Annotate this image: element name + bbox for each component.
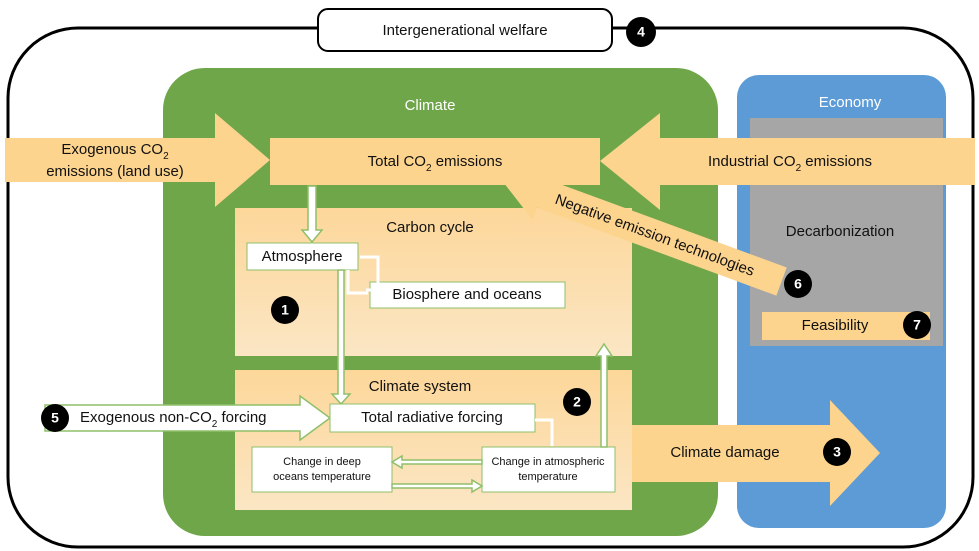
arrow: [44, 394, 332, 442]
node-label: Biosphere and oceans: [392, 286, 541, 303]
node-label: temperature: [518, 471, 577, 483]
node-label: Change in atmospheric: [491, 456, 605, 468]
node-label: oceans temperature: [273, 471, 371, 483]
svg-text:5: 5: [51, 410, 59, 426]
arrow: [600, 113, 975, 210]
node-label: Atmosphere: [262, 248, 343, 265]
node-label: Total CO2 emissions: [368, 153, 503, 174]
node-label: Industrial CO2 emissions: [708, 153, 872, 174]
node-box: [369, 281, 566, 309]
connector: [360, 255, 380, 292]
header-title: Intergenerational welfare: [382, 22, 547, 39]
arrow: [5, 113, 270, 207]
section-title: Carbon cycle: [386, 219, 474, 236]
section-title: Climate: [405, 97, 456, 114]
node-box: [481, 446, 616, 493]
arrow: [391, 478, 484, 494]
node-label: Change in deep: [283, 456, 361, 468]
connector: [346, 270, 368, 295]
node-label: Climate damage: [670, 444, 779, 461]
section-title: Economy: [819, 94, 882, 111]
section-title: Decarbonization: [786, 223, 894, 240]
badge: 3: [823, 438, 851, 466]
svg-text:4: 4: [637, 24, 645, 40]
badge: 5: [41, 404, 69, 432]
node-label: Exogenous non-CO2 forcing: [80, 409, 267, 430]
node-box: [762, 312, 930, 340]
badge: 1: [271, 296, 299, 324]
badge: 2: [563, 388, 591, 416]
connector: [535, 418, 554, 446]
svg-text:1: 1: [281, 302, 289, 318]
node-label: Total radiative forcing: [361, 409, 503, 426]
node-box: [251, 446, 393, 493]
svg-text:2: 2: [573, 394, 581, 410]
arrow: [390, 454, 483, 470]
arrow: [632, 400, 880, 506]
node-label: Exogenous CO2: [61, 141, 169, 162]
svg-text:3: 3: [833, 444, 841, 460]
arrow: [300, 185, 324, 244]
section-title: Climate system: [369, 378, 472, 395]
arrow: [330, 269, 352, 406]
arrow: [594, 342, 614, 448]
header-box: [317, 8, 613, 52]
node-label: Feasibility: [802, 317, 869, 334]
node-box: [246, 242, 359, 271]
arrow: [500, 167, 787, 296]
badge: 7: [903, 311, 931, 339]
node-box: [329, 403, 536, 433]
node-label: emissions (land use): [46, 163, 184, 180]
svg-text:6: 6: [794, 276, 802, 292]
badge: 4: [626, 17, 656, 47]
badge: 6: [784, 270, 812, 298]
svg-text:7: 7: [913, 317, 921, 333]
